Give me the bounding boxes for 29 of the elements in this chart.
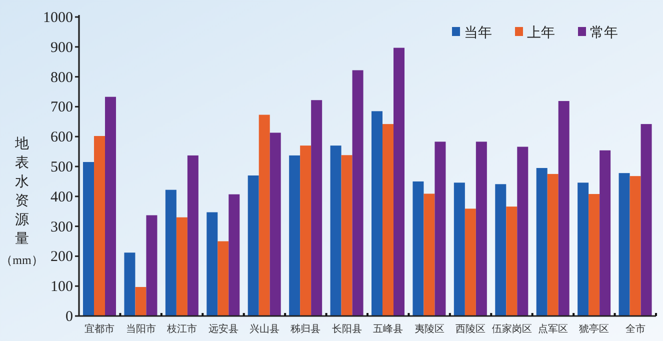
legend-label: 当年 [464,25,492,41]
x-tick-label: 兴山县 [249,323,280,335]
x-tick-label: 远安县 [208,323,238,335]
y-tick-label: 700 [50,100,73,116]
y-axis-title: 地表水资源量（mm） [0,136,44,267]
y-tick-label: 1000 [43,10,73,26]
x-tick-label: 当阳市 [126,323,156,335]
x-tick-label: 长阳县 [332,323,362,335]
y-tick-label: 600 [50,130,73,146]
y-tick-label: 200 [50,249,73,266]
x-tick-label: 夷陵区 [414,323,444,335]
x-tick-label: 西陵区 [456,323,486,335]
x-tick-label: 猇亭区 [579,323,610,335]
x-tick-label: 全市 [625,323,646,335]
y-tick-label: 900 [50,40,73,56]
x-tick-label: 宜都市 [84,323,115,335]
x-tick-label: 五峰县 [373,323,404,335]
y-tick-label: 400 [50,189,73,206]
y-tick-label: 500 [50,160,73,176]
y-tick-label: 100 [50,279,73,296]
x-tick-label: 点军区 [538,323,568,335]
y-tick-label: 0 [66,309,73,325]
y-tick-label: 300 [50,219,73,236]
x-tick-label: 伍家岗区 [492,323,532,335]
x-tick-label: 秭归县 [290,323,321,335]
y-tick-label: 800 [50,70,73,86]
x-tick-label: 枝江市 [166,323,198,335]
legend-label: 常年 [590,25,618,41]
legend-label: 上年 [527,25,555,41]
